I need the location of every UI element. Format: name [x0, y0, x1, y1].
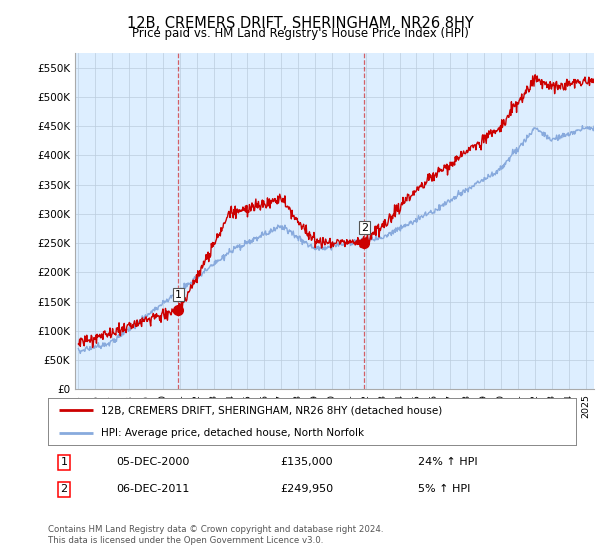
Text: HPI: Average price, detached house, North Norfolk: HPI: Average price, detached house, Nort…	[101, 428, 364, 438]
Text: £135,000: £135,000	[280, 457, 333, 467]
Text: 06-DEC-2011: 06-DEC-2011	[116, 484, 190, 494]
Text: 2: 2	[361, 223, 368, 232]
Text: 05-DEC-2000: 05-DEC-2000	[116, 457, 190, 467]
Text: £249,950: £249,950	[280, 484, 334, 494]
Text: 12B, CREMERS DRIFT, SHERINGHAM, NR26 8HY (detached house): 12B, CREMERS DRIFT, SHERINGHAM, NR26 8HY…	[101, 405, 442, 416]
Text: 24% ↑ HPI: 24% ↑ HPI	[418, 457, 477, 467]
Text: 1: 1	[175, 290, 182, 300]
Text: Price paid vs. HM Land Registry's House Price Index (HPI): Price paid vs. HM Land Registry's House …	[131, 27, 469, 40]
Text: 2: 2	[60, 484, 67, 494]
Text: 12B, CREMERS DRIFT, SHERINGHAM, NR26 8HY: 12B, CREMERS DRIFT, SHERINGHAM, NR26 8HY	[127, 16, 473, 31]
Text: 1: 1	[61, 457, 67, 467]
Text: Contains HM Land Registry data © Crown copyright and database right 2024.
This d: Contains HM Land Registry data © Crown c…	[48, 525, 383, 545]
Text: 5% ↑ HPI: 5% ↑ HPI	[418, 484, 470, 494]
